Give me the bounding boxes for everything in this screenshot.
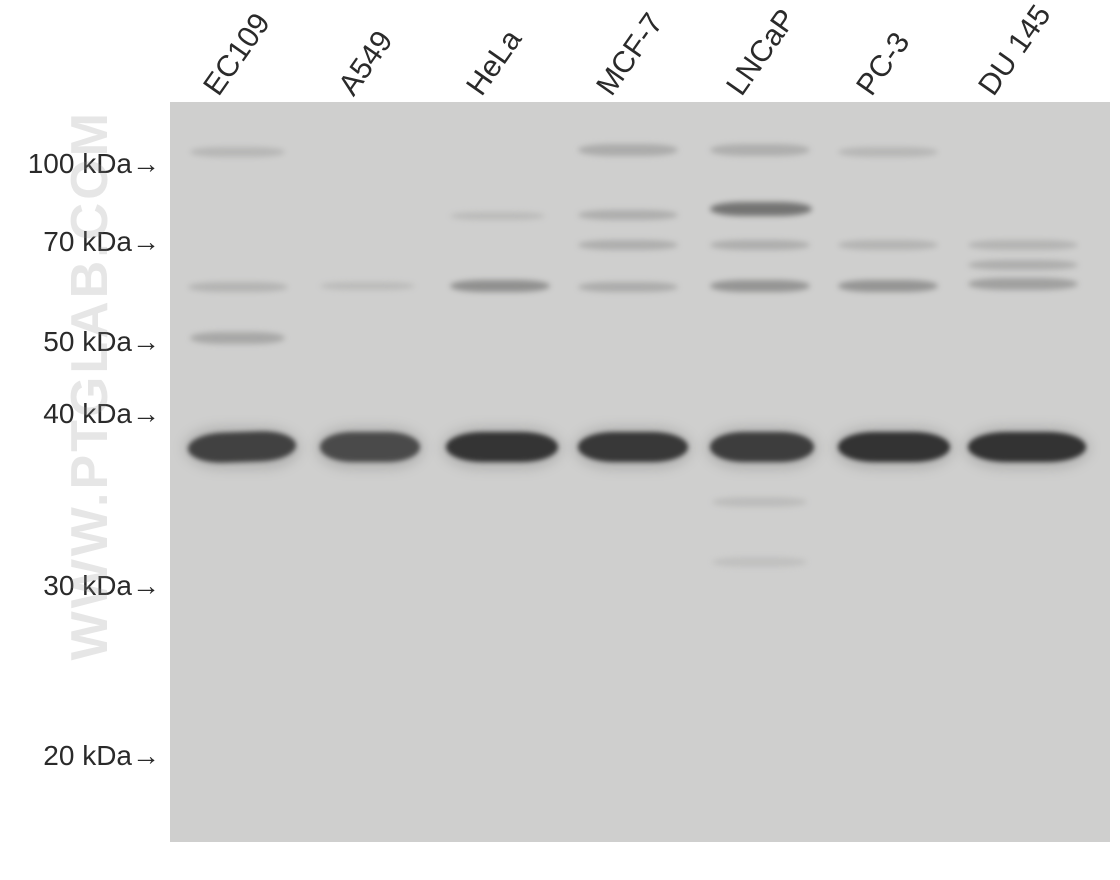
lane-label: DU 145 (972, 0, 1058, 102)
faint-band (190, 147, 285, 157)
faint-band (578, 210, 678, 220)
lane-label: MCF-7 (590, 7, 670, 102)
faint-band (450, 280, 550, 292)
main-band (838, 432, 950, 462)
lane-label: LNCaP (720, 3, 803, 102)
main-band (710, 432, 814, 462)
faint-band (710, 240, 810, 250)
faint-band (968, 240, 1078, 250)
lane-label: EC109 (197, 7, 277, 102)
faint-band (578, 282, 678, 292)
faint-band (190, 332, 285, 344)
faint-band (578, 144, 678, 156)
main-band (578, 432, 688, 462)
western-blot-figure: EC109 A549 HeLa MCF-7 LNCaP PC-3 DU 145 100 kD… (0, 0, 1120, 880)
faint-band (320, 282, 415, 290)
faint-band (450, 212, 545, 220)
lane-label: A549 (332, 25, 400, 102)
mw-marker-label: 30 kDa→ (0, 570, 160, 602)
lane-label: PC-3 (850, 27, 917, 102)
white-gap (0, 90, 48, 120)
faint-band (712, 497, 807, 507)
mw-marker-label: 40 kDa→ (0, 398, 160, 430)
faint-band (838, 240, 938, 250)
mw-marker-label: 70 kDa→ (0, 226, 160, 258)
lane-labels-row: EC109A549HeLaMCF-7LNCaPPC-3DU 145 (180, 12, 1110, 102)
faint-band (838, 280, 938, 292)
faint-band (188, 282, 288, 292)
lane-label: HeLa (460, 24, 529, 102)
main-band (320, 432, 420, 462)
faint-band (710, 144, 810, 156)
faint-band (968, 260, 1078, 270)
faint-band (710, 202, 812, 216)
faint-band (968, 278, 1078, 290)
faint-band (712, 557, 807, 567)
faint-band (578, 240, 678, 250)
mw-marker-label: 100 kDa→ (0, 148, 160, 180)
main-band (968, 432, 1086, 462)
faint-band (838, 147, 938, 157)
main-band (446, 432, 558, 462)
mw-marker-label: 50 kDa→ (0, 326, 160, 358)
blot-membrane (170, 102, 1110, 842)
mw-marker-label: 20 kDa→ (0, 740, 160, 772)
faint-band (710, 280, 810, 292)
